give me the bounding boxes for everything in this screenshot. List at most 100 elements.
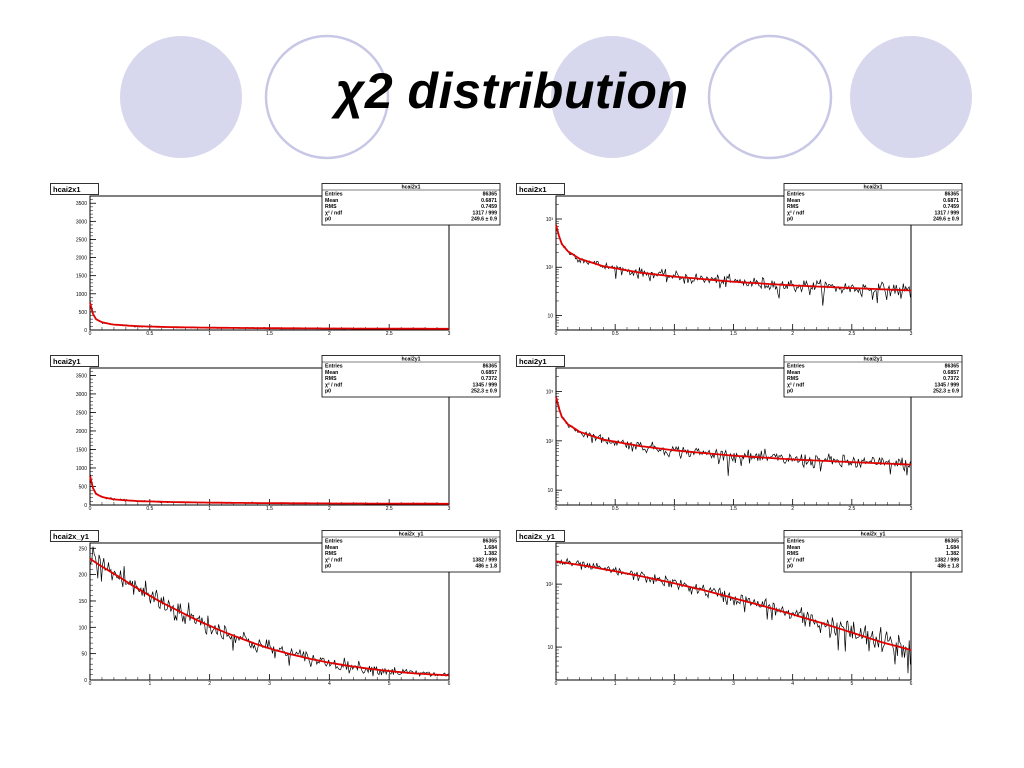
hist-name-box [516,355,565,367]
stats-value: 0.6871 [481,198,497,204]
stats-value: 86365 [945,192,960,198]
y-tick-label: 10³ [546,217,554,223]
stats-key: Entries [325,192,343,198]
stats-box: hcai2y1 Entries 86365 Mean 0.6857 RMS 0.7372 χ²… [783,355,963,398]
stats-key: Entries [787,364,805,370]
stats-key: RMS [325,376,337,382]
y-tick-label: 500 [79,484,88,490]
stats-key: p0 [787,564,793,570]
stats-key: χ² / ndf [787,382,804,388]
x-tick-label: 6 [910,681,913,685]
decor-circle-2 [264,34,390,160]
stats-key: RMS [787,204,799,210]
stats-value: 0.7372 [943,376,959,382]
stats-key: χ² / ndf [325,210,342,216]
x-tick-label: 3 [910,331,913,335]
slide-title: χ2 distribution [335,63,689,119]
x-tick-label: 3 [732,681,735,685]
x-tick-label: 4 [791,681,794,685]
stats-box-frame [783,355,963,398]
stats-value: 1.684 [484,545,497,551]
x-tick-label: 1.5 [730,331,737,335]
y-tick-label: 2000 [76,256,87,262]
stats-value: 1317 / 999 [934,210,959,216]
y-tick-label: 50 [81,652,87,658]
stats-value: 1.684 [946,545,959,551]
stats-key: Mean [325,370,338,376]
x-tick-label: 5 [388,681,391,685]
plot-hcai2x1-linear: hcai2x1 0 500 1000 1500 2000 2500 3000 3500 0 0.5 1… [50,183,501,335]
stats-value: 1345 / 999 [934,382,959,388]
stats-key: χ² / ndf [787,557,804,563]
stats-value: 1382 / 999 [472,557,497,563]
stats-value: 1345 / 999 [472,382,497,388]
y-tick-label: 100 [79,625,88,631]
fit-curve [89,558,450,677]
stats-value: 249.6 ± 0.9 [471,217,497,223]
hist-name-box [516,183,565,195]
data-histogram [556,224,911,306]
stats-key: Entries [325,364,343,370]
fit-curve [89,475,449,505]
stats-value: 86365 [945,364,960,370]
y-tick-label: 1500 [76,447,87,453]
stats-key: Mean [787,545,800,551]
x-tick-label: 3 [448,331,451,335]
x-tick-label: 2.5 [848,506,855,510]
y-tick-label: 0 [84,328,87,334]
x-tick-label: 2 [791,506,794,510]
hist-name-label: hcai2y1 [53,357,81,366]
stats-value: 0.6871 [943,198,959,204]
y-tick-label: 10³ [546,390,554,396]
stats-value: 0.6857 [481,370,497,376]
stats-key: Entries [787,192,805,198]
y-tick-label: 500 [79,310,88,316]
x-tick-label: 0 [555,681,558,685]
stats-key: Entries [787,539,805,545]
y-tick-label: 10 [547,488,553,494]
x-tick-label: 0 [89,681,92,685]
stats-key: RMS [325,551,337,557]
y-tick-label: 0 [84,503,87,509]
y-tick-label: 0 [84,678,87,684]
plot-hcai2y1-linear: hcai2y1 0 500 1000 1500 2000 2500 3000 3500 0 0.5 1… [50,355,501,510]
stats-key: Mean [787,370,800,376]
x-tick-label: 0 [89,331,92,335]
hist-name-label: hcai2x1 [519,185,547,194]
x-tick-label: 3 [268,681,271,685]
x-tick-label: 3 [910,506,913,510]
x-tick-label: 2 [673,681,676,685]
hist-name-label: hcai2x_y1 [53,532,89,541]
y-tick-label: 10² [546,439,554,445]
data-histogram [556,396,911,476]
data-histogram [556,557,911,674]
stats-title: hcai2x1 [401,185,420,191]
y-tick-label: 2500 [76,410,87,416]
x-tick-label: 2.5 [386,506,393,510]
stats-value: 1317 / 999 [472,210,497,216]
x-tick-label: 1 [208,331,211,335]
plot-hcai2x_y1-log: hcai2x_y1 10 10² 0 1 2 3 4 5 6 hcai2x_y1 Entries 863… [516,530,963,685]
stats-key: χ² / ndf [325,557,342,563]
plot-hcai2x_y1-linear: hcai2x_y1 0 50 100 150 200 250 0 1 2 3 4 5 6 hcai2x_y1… [50,530,501,685]
stats-value: 0.6857 [943,370,959,376]
x-tick-label: 2.5 [386,331,393,335]
stats-box-frame [321,355,501,398]
x-tick-label: 1.5 [730,506,737,510]
x-tick-label: 4 [328,681,331,685]
x-tick-label: 2 [328,506,331,510]
decor-circle-3 [551,36,673,158]
x-tick-label: 1 [673,331,676,335]
stats-value: 1.382 [946,551,959,557]
plot-hcai2y1-log: hcai2y1 10 10² 10³ 0 0.5 1 1.5 2 2.5 3 hcai2y1 Entri… [516,355,963,510]
x-tick-label: 0.5 [146,331,153,335]
plot-hcai2x1-log: hcai2x1 10 10² 10³ 0 0.5 1 1.5 2 2.5 3 hcai2x1 Entri… [516,183,963,335]
stats-value: 86365 [483,539,498,545]
stats-key: χ² / ndf [325,382,342,388]
stats-title: hcai2x_y1 [399,532,424,538]
x-tick-label: 1 [614,681,617,685]
x-tick-label: 0.5 [612,506,619,510]
stats-value: 86365 [483,364,498,370]
x-tick-label: 0 [555,331,558,335]
